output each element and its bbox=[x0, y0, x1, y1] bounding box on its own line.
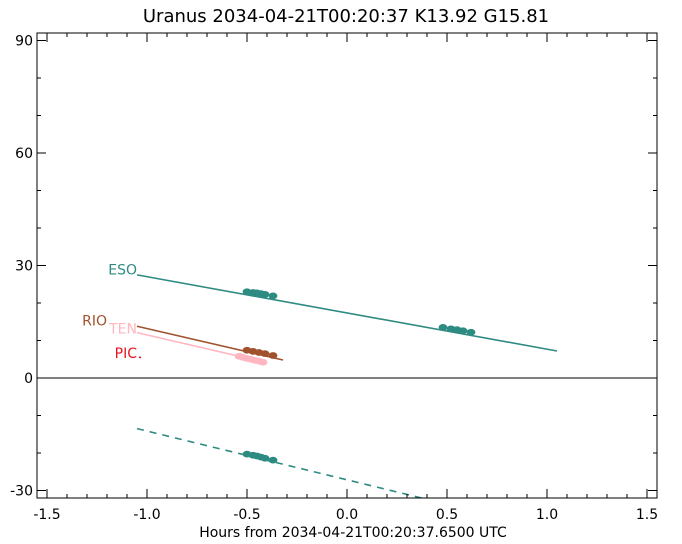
x-tick-label: 0.5 bbox=[436, 507, 458, 523]
series-point-rio bbox=[260, 350, 270, 358]
x-tick-label: 1.0 bbox=[536, 507, 558, 523]
series-point-eso bbox=[438, 323, 448, 331]
plot-data bbox=[136, 274, 558, 498]
x-tick-label: -1.0 bbox=[133, 507, 160, 523]
plot-area: -1.5 -1.0 -0.5 0.0 0.5 1.0 1.5 -30 0 30 60 90 ESO RIO… bbox=[10, 33, 658, 523]
plot-frame bbox=[36, 32, 658, 499]
series-line-eso bbox=[136, 274, 558, 352]
station-label-pic: PIC bbox=[115, 346, 138, 362]
station-label-ten: TEN bbox=[108, 322, 137, 338]
x-tick-label: 0.0 bbox=[336, 507, 358, 523]
series-point-rio bbox=[268, 352, 278, 359]
x-tick-label: 1.5 bbox=[636, 507, 658, 523]
x-axis-label: Hours from 2034-04-21T00:20:37.6500 UTC bbox=[199, 525, 507, 541]
series-point-ten bbox=[258, 358, 268, 366]
y-tick-label: 30 bbox=[15, 259, 33, 275]
x-tick-label: -0.5 bbox=[233, 507, 260, 523]
y-tick-label: 90 bbox=[15, 34, 33, 50]
chart-title: Uranus 2034-04-21T00:20:37 K13.92 G15.81 bbox=[143, 6, 549, 27]
station-label-eso: ESO bbox=[108, 262, 137, 278]
series-point-eso bbox=[458, 327, 468, 335]
series-line-eso-dashed bbox=[136, 427, 425, 498]
y-tick-label: 60 bbox=[15, 146, 33, 162]
series-point-eso bbox=[260, 454, 270, 462]
series-point-eso bbox=[260, 290, 270, 298]
x-tick-label: -1.5 bbox=[33, 507, 60, 523]
y-tick-label: 0 bbox=[24, 371, 33, 387]
series-point-eso bbox=[268, 456, 278, 464]
series-point-eso bbox=[466, 328, 476, 336]
y-tick-label: -30 bbox=[10, 484, 33, 500]
series-point-eso bbox=[268, 292, 278, 300]
series-line-pic bbox=[138, 356, 142, 359]
station-label-rio: RIO bbox=[82, 314, 107, 330]
